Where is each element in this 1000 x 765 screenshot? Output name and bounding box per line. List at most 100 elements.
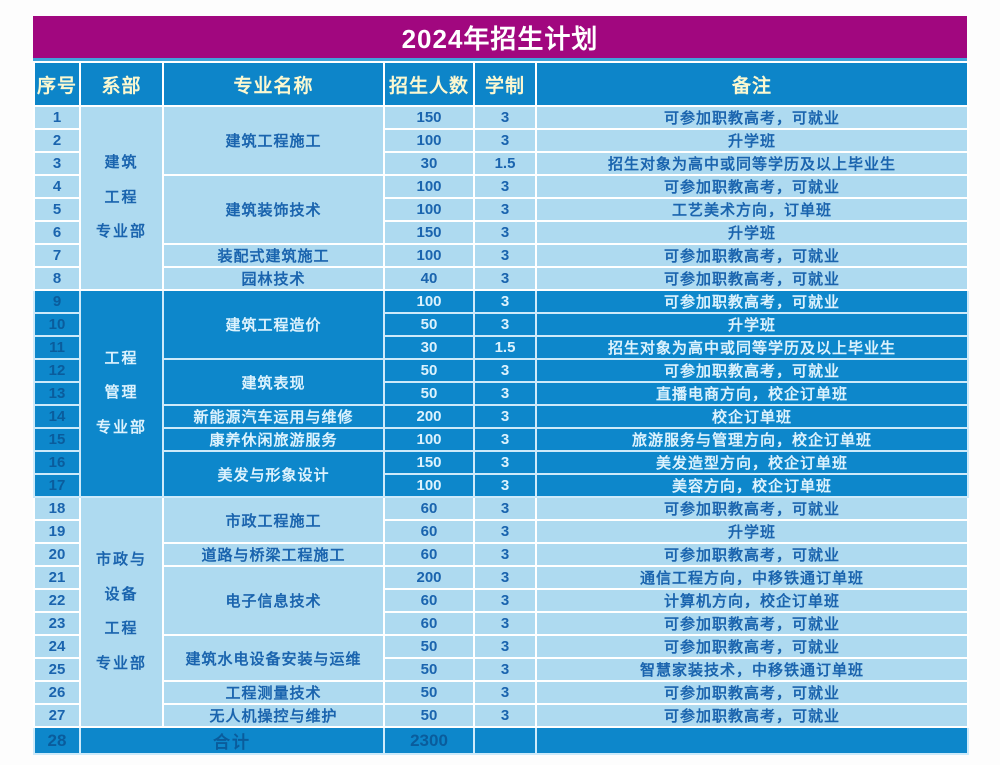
duration-cell: 3 <box>473 680 537 705</box>
enrollment-count-cell: 50 <box>383 381 475 406</box>
enrollment-count-cell: 100 <box>383 427 475 452</box>
table-row: 2 100 3 升学班 <box>33 128 969 153</box>
remark-cell: 可参加职教高考，可就业 <box>535 542 969 567</box>
row-number-cell: 8 <box>33 266 81 291</box>
duration-cell: 3 <box>473 243 537 268</box>
enrollment-count-cell: 40 <box>383 266 475 291</box>
department-name-line: 管理 <box>104 384 139 402</box>
table-row: 5 100 3 工艺美术方向，订单班 <box>33 197 969 222</box>
enrollment-count-cell: 30 <box>383 335 475 360</box>
row-number-cell: 13 <box>33 381 81 406</box>
row-number-cell: 1 <box>33 105 81 130</box>
row-number-cell: 10 <box>33 312 81 337</box>
department-name-line: 专业部 <box>95 223 147 241</box>
enrollment-poster: 2024年招生计划 序号 系部 专业名称 招生人数 学制 备注 1 建筑 工程 专业部… <box>33 16 969 755</box>
remark-cell: 升学班 <box>535 220 969 245</box>
header-dept: 系部 <box>79 61 164 107</box>
enrollment-count-cell: 200 <box>383 565 475 590</box>
remark-cell: 可参加职教高考，可就业 <box>535 496 969 521</box>
department-name-line: 工程 <box>104 188 139 206</box>
total-count-cell: 2300 <box>383 726 475 755</box>
row-number-cell: 27 <box>33 703 81 728</box>
duration-cell: 3 <box>473 496 537 521</box>
remark-cell: 升学班 <box>535 519 969 544</box>
row-number-cell: 26 <box>33 680 81 705</box>
row-number-cell: 16 <box>33 450 81 475</box>
table-row: 10 50 3 升学班 <box>33 312 969 337</box>
duration-cell: 3 <box>473 105 537 130</box>
row-number-cell: 25 <box>33 657 81 682</box>
table-row: 19 60 3 升学班 <box>33 519 969 544</box>
duration-cell: 3 <box>473 473 537 498</box>
enrollment-count-cell: 100 <box>383 243 475 268</box>
enrollment-count-cell: 60 <box>383 519 475 544</box>
row-number-cell: 18 <box>33 496 81 521</box>
table-row: 27 无人机操控与维护 50 3 可参加职教高考，可就业 <box>33 703 969 728</box>
table-row: 15 康养休闲旅游服务 100 3 旅游服务与管理方向，校企订单班 <box>33 427 969 452</box>
remark-cell: 可参加职教高考，可就业 <box>535 358 969 383</box>
department-name-line: 建筑 <box>104 154 139 172</box>
major-name-cell: 康养休闲旅游服务 <box>162 427 385 452</box>
remark-cell: 通信工程方向，中移铁通订单班 <box>535 565 969 590</box>
major-name-cell: 新能源汽车运用与维修 <box>162 404 385 429</box>
row-number-cell: 22 <box>33 588 81 613</box>
table-row: 14 新能源汽车运用与维修 200 3 校企订单班 <box>33 404 969 429</box>
row-number-cell: 15 <box>33 427 81 452</box>
poster-title: 2024年招生计划 <box>401 23 599 54</box>
poster-title-bar: 2024年招生计划 <box>33 16 967 61</box>
total-label-cell: 合计 <box>79 726 385 755</box>
row-number-cell: 2 <box>33 128 81 153</box>
table-body: 1 建筑 工程 专业部 建筑工程施工 150 3 可参加职教高考，可就业 2 100 3 升学班 3 30… <box>33 105 969 755</box>
header-duration: 学制 <box>473 61 537 107</box>
total-duration-cell <box>473 726 537 755</box>
major-name-cell: 建筑表现 <box>162 358 385 406</box>
duration-cell: 1.5 <box>473 335 537 360</box>
row-number-cell: 6 <box>33 220 81 245</box>
table-row: 3 30 1.5 招生对象为高中或同等学历及以上毕业生 <box>33 151 969 176</box>
department-name-line: 专业部 <box>95 654 147 672</box>
remark-cell: 可参加职教高考，可就业 <box>535 289 969 314</box>
table-row: 9 工程 管理 专业部 建筑工程造价 100 3 可参加职教高考，可就业 <box>33 289 969 498</box>
duration-cell: 3 <box>473 128 537 153</box>
table-row: 13 50 3 直播电商方向，校企订单班 <box>33 381 969 406</box>
table-row: 16 美发与形象设计 150 3 美发造型方向，校企订单班 <box>33 450 969 498</box>
table-row: 24 建筑水电设备安装与运维 50 3 可参加职教高考，可就业 <box>33 634 969 682</box>
enrollment-count-cell: 30 <box>383 151 475 176</box>
table-row: 17 100 3 美容方向，校企订单班 <box>33 473 969 498</box>
duration-cell: 3 <box>473 289 537 314</box>
enrollment-count-cell: 100 <box>383 174 475 199</box>
header-remark: 备注 <box>535 61 969 107</box>
enrollment-count-cell: 150 <box>383 220 475 245</box>
remark-cell: 工艺美术方向，订单班 <box>535 197 969 222</box>
remark-cell: 可参加职教高考，可就业 <box>535 680 969 705</box>
enrollment-count-cell: 200 <box>383 404 475 429</box>
table-row: 1 建筑 工程 专业部 建筑工程施工 150 3 可参加职教高考，可就业 <box>33 105 969 291</box>
header-row: 序号 系部 专业名称 招生人数 学制 备注 <box>33 61 969 107</box>
department-name-line: 工程 <box>104 620 139 637</box>
header-count: 招生人数 <box>383 61 475 107</box>
remark-cell: 升学班 <box>535 312 969 337</box>
row-number-cell: 11 <box>33 335 81 360</box>
department-name-line: 工程 <box>104 349 139 367</box>
table-row: 22 60 3 计算机方向，校企订单班 <box>33 588 969 613</box>
enrollment-count-cell: 100 <box>383 473 475 498</box>
remark-cell: 计算机方向，校企订单班 <box>535 588 969 613</box>
duration-cell: 3 <box>473 220 537 245</box>
remark-cell: 直播电商方向，校企订单班 <box>535 381 969 406</box>
header-major: 专业名称 <box>162 61 385 107</box>
total-row: 28 合计 2300 <box>33 726 969 755</box>
remark-cell: 可参加职教高考，可就业 <box>535 266 969 291</box>
enrollment-count-cell: 150 <box>383 105 475 130</box>
enrollment-count-cell: 50 <box>383 680 475 705</box>
remark-cell: 可参加职教高考，可就业 <box>535 174 969 199</box>
department-cell: 建筑 工程 专业部 <box>79 105 164 291</box>
major-name-cell: 工程测量技术 <box>162 680 385 705</box>
table-row: 12 建筑表现 50 3 可参加职教高考，可就业 <box>33 358 969 406</box>
table-row: 6 150 3 升学班 <box>33 220 969 245</box>
duration-cell: 3 <box>473 588 537 613</box>
enrollment-count-cell: 60 <box>383 588 475 613</box>
table-row: 8 园林技术 40 3 可参加职教高考，可就业 <box>33 266 969 291</box>
duration-cell: 3 <box>473 450 537 475</box>
major-name-cell: 装配式建筑施工 <box>162 243 385 268</box>
duration-cell: 3 <box>473 312 537 337</box>
